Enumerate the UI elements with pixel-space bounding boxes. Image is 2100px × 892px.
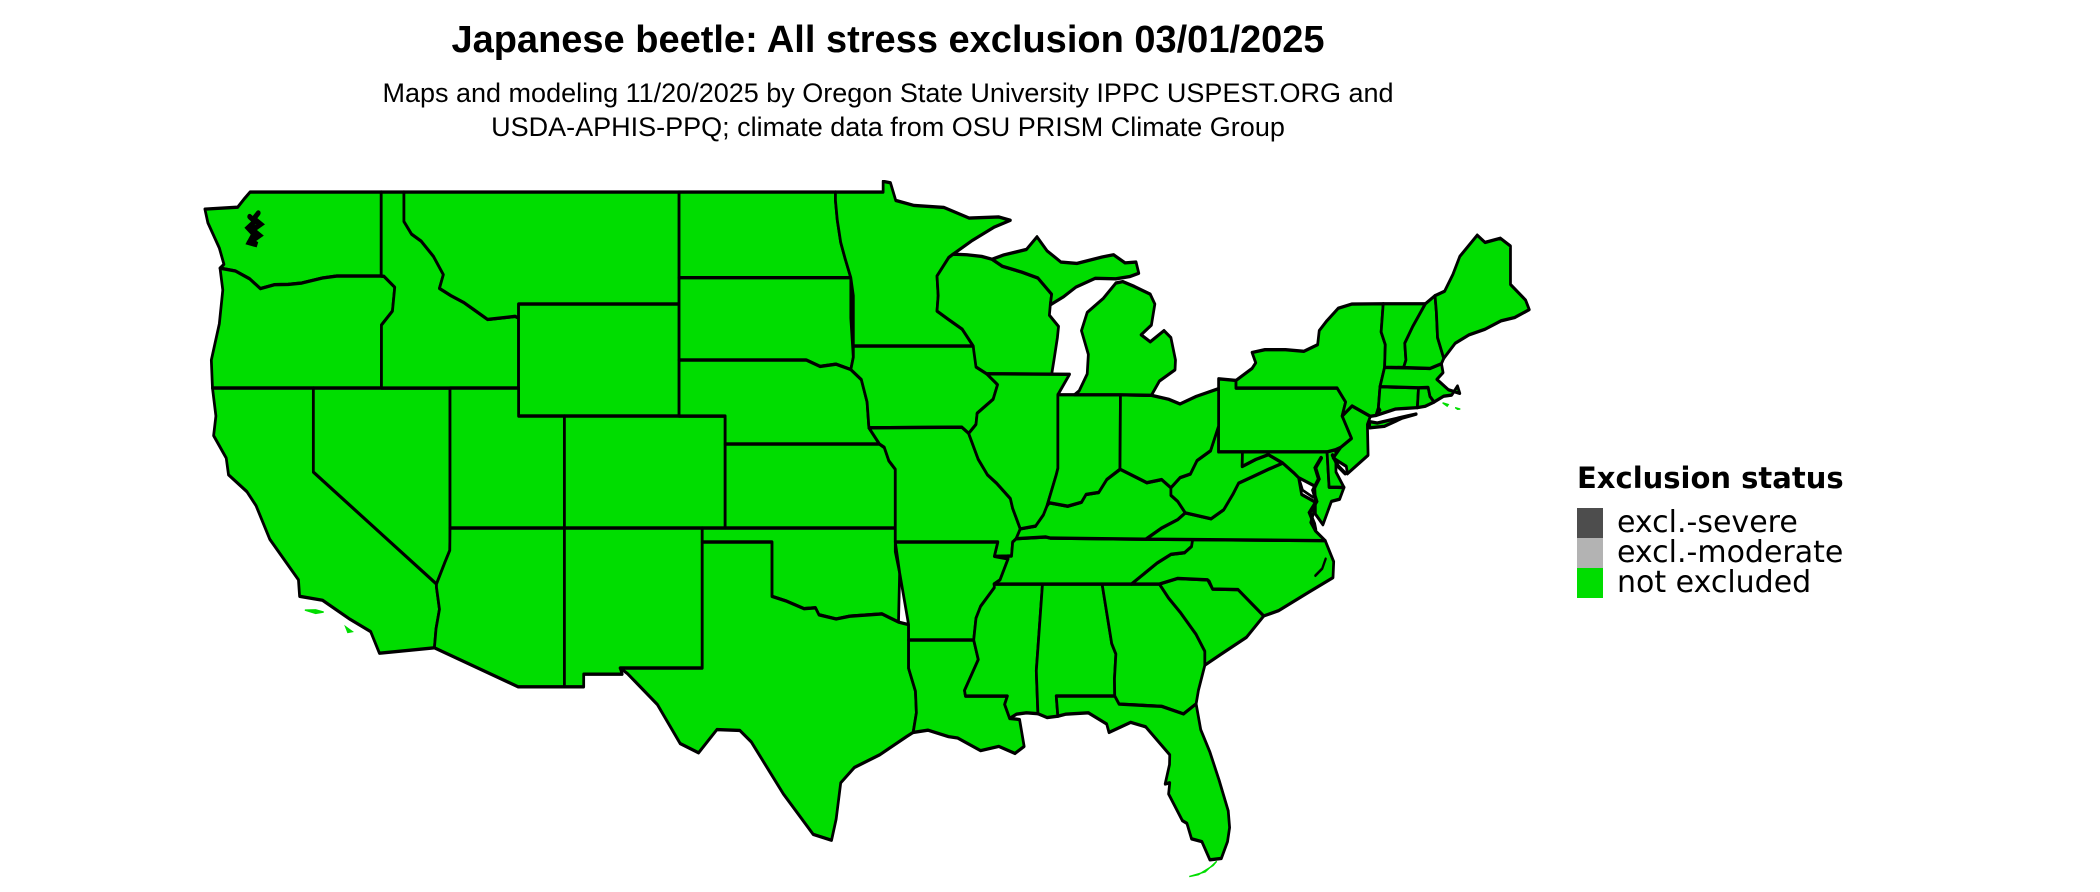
island-channel-islands-south: [344, 624, 355, 634]
state-TX: [618, 540, 918, 842]
map-subtitle-line1: Maps and modeling 11/20/2025 by Oregon S…: [382, 77, 1394, 108]
legend: Exclusion status excl.-severe excl.-moder…: [1577, 464, 1844, 598]
header: Japanese beetle: All stress exclusion 03…: [0, 0, 1776, 144]
water-chesapeake-bay: [1307, 455, 1323, 532]
state-ND: [677, 190, 853, 280]
us-map-svg: [203, 180, 1531, 878]
state-PA: [1217, 377, 1353, 454]
state-SD: [677, 276, 855, 372]
legend-title: Exclusion status: [1577, 461, 1844, 495]
state-AZ: [433, 526, 566, 689]
island-nantucket: [1454, 406, 1461, 411]
state-ME: [1433, 233, 1531, 361]
state-KS: [723, 442, 897, 530]
page-title: Japanese beetle: All stress exclusion 03…: [451, 19, 1325, 61]
legend-item-excluded-moderate: excl.-moderate: [1577, 538, 1844, 568]
island-marthas-vineyard: [1442, 402, 1450, 408]
state-NY: [1234, 302, 1387, 418]
legend-item-excluded-severe: excl.-severe: [1577, 508, 1844, 538]
island-florida-keys: [1189, 860, 1218, 878]
map-subtitle-line2: USDA-APHIS-PPQ; climate data from OSU PR…: [491, 111, 1285, 142]
legend-swatch-not-excluded: [1577, 568, 1603, 598]
state-MI-lower: [1073, 279, 1177, 397]
state-MI-upper: [990, 235, 1141, 307]
state-OR: [209, 266, 397, 390]
state-WY: [517, 302, 681, 418]
state-OH: [1118, 386, 1220, 490]
map-subtitle: Maps and modeling 11/20/2025 by Oregon S…: [0, 76, 1776, 144]
state-CT: [1374, 384, 1420, 418]
water-pamlico-sound: [1314, 557, 1327, 578]
legend-item-label: excl.-severe: [1617, 505, 1798, 540]
water-delaware-bay: [1330, 453, 1347, 476]
legend-swatch-excluded-moderate: [1577, 538, 1603, 568]
island-channel-islands-north: [304, 609, 324, 615]
legend-item-label: not excluded: [1617, 565, 1812, 600]
legend-item-label: excl.-moderate: [1617, 535, 1844, 570]
legend-items: excl.-severe excl.-moderate not excluded: [1577, 508, 1844, 598]
legend-swatch-excluded-severe: [1577, 508, 1603, 538]
state-CO: [563, 414, 727, 530]
water-puget-sound: [244, 210, 265, 248]
state-FL: [1054, 694, 1231, 862]
water-potomac-river: [1298, 477, 1315, 499]
state-NY-long-island: [1368, 412, 1418, 430]
state-NM: [563, 526, 704, 689]
legend-item-not-excluded: not excluded: [1577, 568, 1844, 598]
